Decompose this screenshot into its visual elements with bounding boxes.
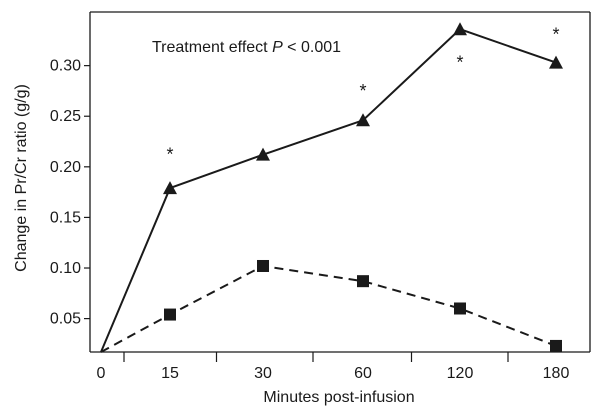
annotation-prefix: Treatment effect xyxy=(152,39,272,56)
y-tick-label: 0.15 xyxy=(50,209,81,226)
y-tick-label: 0.30 xyxy=(50,58,81,75)
annotation-suffix: < 0.001 xyxy=(283,39,341,56)
x-axis-label: Minutes post-infusion xyxy=(263,389,414,406)
x-tick-label: 0 xyxy=(97,365,106,382)
significance-asterisk: * xyxy=(456,53,463,73)
y-tick-label: 0.20 xyxy=(50,159,81,176)
significance-asterisk: * xyxy=(166,145,173,165)
x-tick-label: 120 xyxy=(447,365,474,382)
data-point-square xyxy=(550,339,562,352)
data-point-triangle xyxy=(453,22,467,36)
data-point-square xyxy=(454,302,466,315)
y-tick-label: 0.05 xyxy=(50,311,81,328)
axes xyxy=(89,11,591,353)
y-tick-label: 0.25 xyxy=(50,108,81,125)
data-point-triangle xyxy=(256,147,270,161)
x-tick-label: 15 xyxy=(161,365,179,382)
data-point-square xyxy=(257,259,269,272)
x-tick-label: 60 xyxy=(354,365,372,382)
treatment-effect-annotation: Treatment effect P < 0.001 xyxy=(152,39,341,56)
significance-marks: * * * * xyxy=(166,24,559,164)
y-axis-label: Change in Pr/Cr ratio (g/g) xyxy=(13,84,30,272)
data-point-triangle xyxy=(163,181,177,195)
data-point-triangle xyxy=(356,113,370,127)
series-line-triangle xyxy=(100,28,557,353)
series-layer xyxy=(100,22,563,353)
data-point-square xyxy=(164,308,176,321)
x-tick-label: 30 xyxy=(254,365,272,382)
significance-asterisk: * xyxy=(359,81,366,101)
x-axis-ticks: 0 15 30 60 120 180 xyxy=(97,352,570,382)
significance-asterisk: * xyxy=(552,24,559,44)
annotation-stat: P xyxy=(272,39,283,56)
series-triangle xyxy=(100,22,563,353)
y-axis-ticks: 0.05 0.10 0.15 0.20 0.25 0.30 xyxy=(50,58,90,328)
x-tick-label: 180 xyxy=(543,365,570,382)
series-square xyxy=(100,259,562,353)
series-line-square xyxy=(100,264,557,353)
y-tick-label: 0.10 xyxy=(50,260,81,277)
data-point-triangle xyxy=(549,55,563,69)
data-point-square xyxy=(357,275,369,288)
